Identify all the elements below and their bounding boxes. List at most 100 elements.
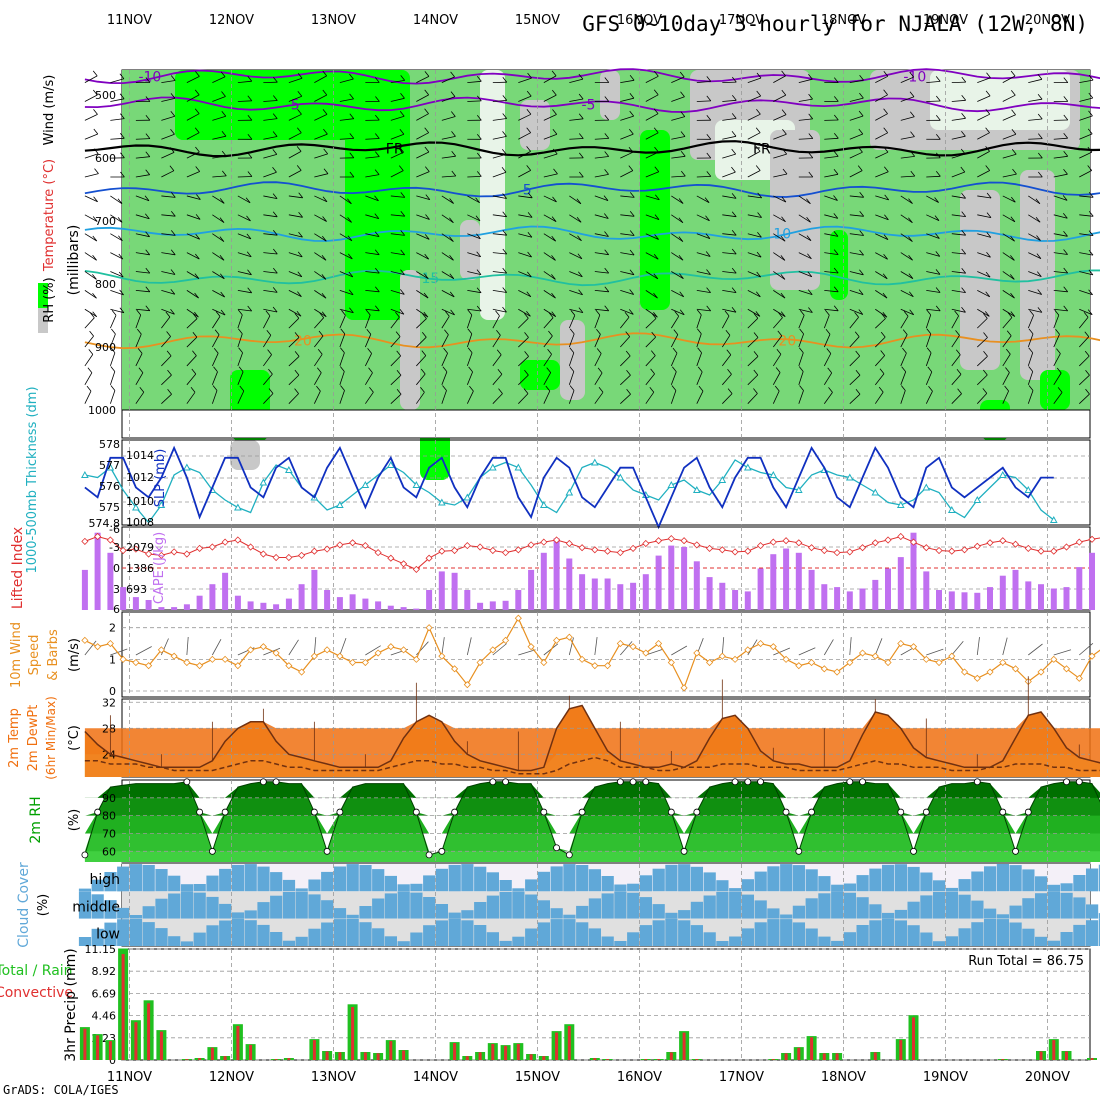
wind-barb	[645, 151, 659, 159]
wind-barb	[339, 308, 354, 314]
wind10m-point	[871, 652, 879, 660]
cloud-cell	[486, 872, 499, 892]
wind-barb	[543, 173, 558, 178]
cloud-cell	[129, 915, 143, 919]
wind-barb-flag	[294, 388, 299, 394]
wind-barb-flag	[884, 194, 890, 201]
wind-barb-flag	[551, 292, 556, 299]
wind-barb-flag	[170, 93, 176, 99]
wind-barb	[645, 214, 660, 220]
wind-barb-flag	[1005, 348, 1011, 355]
wind-tick: 1	[109, 653, 116, 666]
rh2m-unit: (%)	[67, 809, 82, 832]
wind-barb-flag	[756, 108, 761, 115]
wind-barb-flag	[705, 233, 711, 239]
wind-barb	[263, 315, 271, 329]
wind-barb-flag	[1037, 74, 1043, 80]
precip-conv-bar	[312, 1040, 316, 1060]
wind-barb-flag	[451, 150, 457, 157]
wind-barb-flag	[548, 330, 553, 337]
li-point	[935, 546, 943, 555]
cloud-cell	[193, 932, 206, 946]
wind-barb	[84, 195, 98, 203]
wind-barb-flag	[89, 312, 95, 319]
wind10m-point	[795, 662, 803, 670]
cloud-cell	[894, 864, 907, 892]
date-label-bottom: 16NOV	[617, 1070, 662, 1085]
pressure-tick: 600	[95, 152, 116, 165]
li-point	[221, 538, 229, 546]
wind-barb-flag	[545, 385, 551, 392]
wind10m-barb	[620, 641, 633, 656]
wind-barb-flag	[629, 230, 635, 236]
wind-barb-flag	[629, 211, 635, 217]
wind-barb-flag	[546, 367, 552, 373]
wind-barb-flag	[731, 193, 737, 199]
wind-barb	[161, 80, 176, 83]
wind-barb	[875, 271, 888, 280]
cloud-cell	[805, 928, 818, 946]
wind-barb-flag	[247, 114, 253, 121]
wind-barb-flag	[450, 91, 456, 97]
wind-barb	[875, 75, 888, 83]
wind-barb	[212, 195, 225, 204]
wind-barb	[365, 214, 379, 219]
wind-barb-flag	[706, 287, 711, 293]
wind-barb-flag	[825, 328, 831, 335]
cloud-cell	[588, 869, 601, 892]
cape-bar	[808, 569, 815, 610]
wind-barb	[543, 133, 558, 140]
wind-barb-flag	[347, 235, 353, 242]
li-point	[871, 539, 879, 547]
li-point	[769, 538, 777, 546]
wind-barb-flag	[94, 168, 99, 174]
wind-barb	[314, 317, 324, 329]
cloud-cell	[741, 879, 754, 892]
wind-barb-flag	[680, 111, 686, 117]
cloud-cell	[971, 871, 984, 892]
li-point	[234, 536, 242, 544]
wind-barb-flag	[628, 165, 634, 171]
wind-barb-flag	[883, 127, 889, 134]
wind-barb-flag	[569, 328, 575, 335]
wind-barb-flag	[731, 248, 737, 255]
wind-barb	[110, 98, 125, 102]
cape-bar	[1038, 584, 1044, 610]
wind10m-point	[323, 646, 331, 654]
cape-bar	[222, 572, 229, 610]
wind-barb	[1053, 233, 1068, 237]
li-point	[387, 554, 395, 562]
wind-barb-flag	[1063, 96, 1069, 102]
wind-barb-flag	[1088, 74, 1094, 81]
li-point	[948, 547, 956, 555]
wind-barb-flag	[246, 233, 252, 240]
rh-point	[81, 851, 89, 859]
cloud-cell	[588, 898, 601, 919]
wind-barb-flag	[347, 217, 352, 223]
wind-barb-flag	[496, 349, 502, 355]
precip-conv-bar	[159, 1031, 163, 1060]
date-label-top: 18NOV	[821, 13, 866, 28]
wind-barb	[747, 356, 759, 367]
wind-barb	[237, 289, 252, 294]
wind10m-barb	[492, 643, 507, 656]
wind-barb-flag	[680, 91, 685, 97]
wind-barb-flag	[316, 367, 322, 373]
wind10m-point	[387, 643, 395, 651]
wind-barb-flag	[323, 128, 328, 135]
wind10m-point	[718, 652, 726, 660]
wind-barb-flag	[268, 368, 273, 375]
wind-barb-flag	[139, 386, 145, 393]
rh-blob	[520, 100, 550, 150]
wind-barb-flag	[399, 110, 405, 117]
thickness-point	[259, 478, 268, 486]
wind-barb	[288, 308, 302, 317]
wind-barb	[1028, 78, 1042, 83]
wind-barb-flag	[781, 70, 786, 77]
wind-barb	[824, 195, 838, 201]
li-point	[540, 538, 548, 546]
wind-barb-flag	[195, 166, 201, 172]
wind-barb-flag	[86, 385, 92, 392]
wind-barb-flag	[349, 152, 355, 159]
wind-barb-flag	[961, 248, 967, 255]
